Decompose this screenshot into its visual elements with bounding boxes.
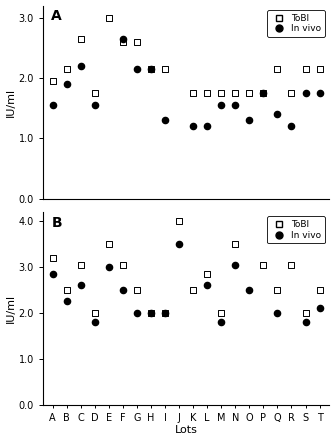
Point xyxy=(92,319,97,326)
Point xyxy=(275,287,280,294)
Point xyxy=(317,305,322,312)
Point xyxy=(162,65,168,72)
Point xyxy=(275,310,280,317)
Point xyxy=(148,65,154,72)
Point xyxy=(106,263,112,270)
Point xyxy=(78,282,83,289)
Point xyxy=(50,78,55,85)
Point xyxy=(134,287,140,294)
Point xyxy=(204,90,210,97)
Point xyxy=(50,102,55,109)
Point xyxy=(232,261,238,268)
Point xyxy=(247,287,252,294)
Point xyxy=(177,217,182,224)
Point xyxy=(64,81,69,88)
Point xyxy=(50,254,55,262)
Point xyxy=(148,310,154,317)
Point xyxy=(162,310,168,317)
Point xyxy=(289,261,294,268)
Point xyxy=(275,111,280,118)
Point xyxy=(64,287,69,294)
Point xyxy=(218,310,224,317)
Point xyxy=(289,123,294,130)
Point xyxy=(247,117,252,124)
Point xyxy=(232,90,238,97)
Point xyxy=(78,261,83,268)
Point xyxy=(303,65,308,72)
Text: B: B xyxy=(51,216,62,230)
Point xyxy=(177,240,182,247)
Point xyxy=(190,90,196,97)
Point xyxy=(134,310,140,317)
Point xyxy=(303,319,308,326)
Point xyxy=(317,90,322,97)
Point xyxy=(317,287,322,294)
Point xyxy=(120,35,126,42)
Point xyxy=(106,14,112,21)
Point xyxy=(218,319,224,326)
Legend: ToBI, In vivo: ToBI, In vivo xyxy=(267,10,325,37)
Point xyxy=(120,261,126,268)
X-axis label: Lots: Lots xyxy=(175,426,198,435)
Point xyxy=(50,270,55,277)
Point xyxy=(64,65,69,72)
Point xyxy=(148,65,154,72)
Point xyxy=(162,310,168,317)
Point xyxy=(134,38,140,45)
Point xyxy=(261,261,266,268)
Point xyxy=(148,310,154,317)
Point xyxy=(204,270,210,277)
Point xyxy=(232,240,238,247)
Point xyxy=(289,90,294,97)
Point xyxy=(218,90,224,97)
Point xyxy=(303,90,308,97)
Point xyxy=(92,90,97,97)
Point xyxy=(261,90,266,97)
Point xyxy=(317,65,322,72)
Legend: ToBI, In vivo: ToBI, In vivo xyxy=(267,216,325,243)
Point xyxy=(120,287,126,294)
Y-axis label: IU/ml: IU/ml xyxy=(6,294,15,323)
Point xyxy=(247,90,252,97)
Point xyxy=(204,123,210,130)
Point xyxy=(190,123,196,130)
Point xyxy=(204,282,210,289)
Point xyxy=(92,310,97,317)
Point xyxy=(64,298,69,305)
Point xyxy=(78,63,83,70)
Point xyxy=(275,65,280,72)
Text: A: A xyxy=(51,9,62,23)
Point xyxy=(120,38,126,45)
Point xyxy=(106,240,112,247)
Point xyxy=(303,310,308,317)
Point xyxy=(78,35,83,42)
Point xyxy=(232,102,238,109)
Point xyxy=(162,117,168,124)
Y-axis label: IU/ml: IU/ml xyxy=(6,88,15,117)
Point xyxy=(218,102,224,109)
Point xyxy=(92,102,97,109)
Point xyxy=(190,287,196,294)
Point xyxy=(261,90,266,97)
Point xyxy=(134,65,140,72)
